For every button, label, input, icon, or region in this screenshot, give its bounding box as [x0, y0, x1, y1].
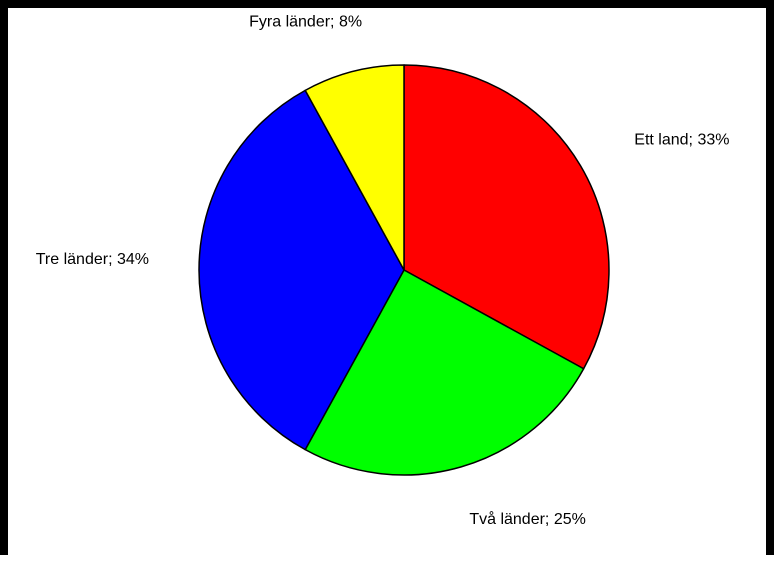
- pie-chart: Ett land; 33% Två länder; 25% Tre länder; …: [36, 14, 730, 528]
- pie-slices: [198, 64, 610, 476]
- data-label-3: Tre länder; 34%: [36, 251, 149, 268]
- pie-slice-4: [304, 64, 405, 271]
- pie-slice-2: [304, 269, 585, 476]
- data-label-1: Ett land; 33%: [634, 132, 729, 149]
- data-label-4: Fyra länder; 8%: [249, 14, 362, 31]
- data-label-2: Två länder; 25%: [469, 510, 586, 528]
- pie-labels: Ett land; 33% Två länder; 25% Tre länder; …: [36, 14, 730, 528]
- pie-slice-3: [198, 89, 405, 451]
- pie-slice-1: [403, 64, 610, 370]
